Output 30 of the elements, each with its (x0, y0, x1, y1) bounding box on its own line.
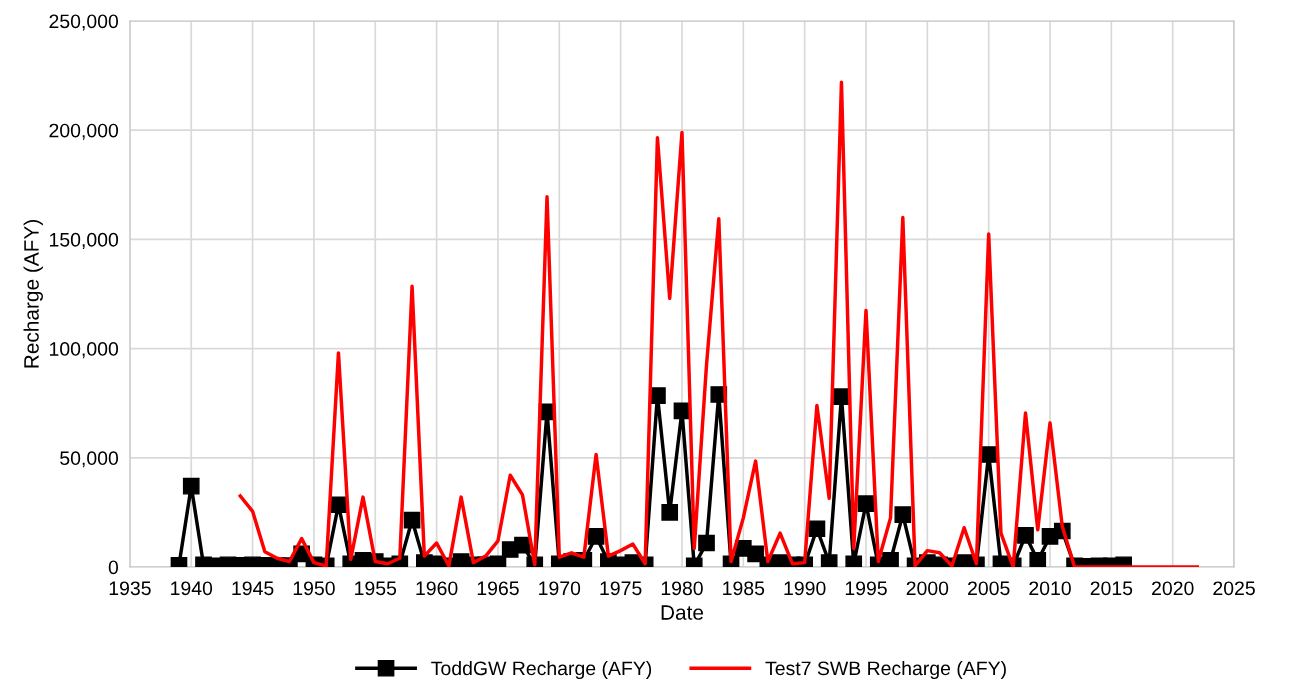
x-tick-label: 1955 (355, 581, 397, 596)
x-tick-label: 2020 (1152, 581, 1194, 596)
x-tick-label: 1980 (661, 581, 703, 596)
x-axis-title: Date (661, 605, 704, 620)
y-tick-label: 50,000 (60, 451, 119, 468)
x-tick-label: 1985 (723, 581, 765, 596)
x-tick-label: 1970 (539, 581, 581, 596)
x-tick-label: 1945 (232, 581, 274, 596)
y-tick-label: 150,000 (49, 232, 119, 249)
y-axis-title: Recharge (AFY) (23, 220, 43, 368)
x-tick-label: 2000 (906, 581, 949, 596)
x-tick-label: 1950 (293, 581, 335, 596)
x-tick-label: 1990 (784, 581, 826, 596)
x-tick-label: 1975 (600, 581, 642, 596)
legend-label: Test7 SWB Recharge (AFY) (765, 660, 1006, 680)
y-tick-label: 200,000 (49, 123, 119, 140)
x-tick-label: 1965 (477, 581, 519, 596)
x-tick-label: 1995 (845, 581, 887, 596)
line-series (238, 80, 1199, 567)
x-tick-label: 1935 (109, 581, 151, 596)
x-tick-label: 2015 (1090, 581, 1133, 596)
legend-label: ToddGW Recharge (AFY) (431, 660, 652, 680)
x-tick-label: 2025 (1213, 581, 1255, 596)
y-tick-label: 0 (108, 560, 119, 575)
x-tick-label: 2005 (968, 581, 1010, 596)
y-tick-label: 250,000 (49, 14, 119, 31)
x-tick-label: 1960 (416, 581, 458, 596)
x-tick-label: 2010 (1029, 581, 1071, 596)
y-tick-label: 100,000 (49, 342, 119, 359)
x-tick-label: 1940 (171, 581, 213, 596)
